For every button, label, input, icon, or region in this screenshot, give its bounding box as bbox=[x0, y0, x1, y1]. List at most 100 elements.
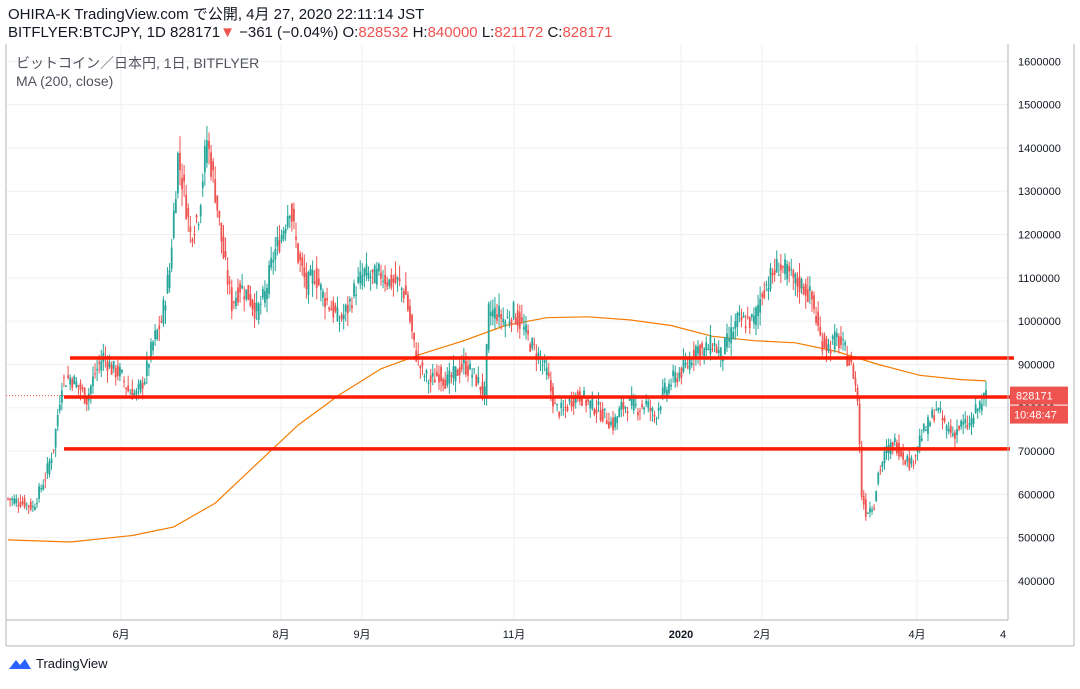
candle-body bbox=[433, 379, 436, 383]
candle-body bbox=[427, 382, 430, 384]
candle-body bbox=[313, 281, 316, 284]
candle-body bbox=[280, 235, 283, 242]
candle-body bbox=[75, 381, 78, 388]
candle-body bbox=[738, 312, 741, 316]
y-tick-label: 1100000 bbox=[1018, 273, 1060, 285]
candle-body bbox=[564, 406, 567, 408]
candle-body bbox=[788, 266, 791, 272]
candle-body bbox=[881, 462, 884, 467]
candle-body bbox=[666, 389, 668, 397]
published-date: 4月 27, 2020 22:11:14 JST bbox=[246, 6, 425, 23]
candle-body bbox=[380, 272, 382, 279]
candle-body bbox=[465, 361, 467, 375]
candle-body bbox=[724, 337, 726, 354]
candle-body bbox=[81, 387, 84, 389]
candle-body bbox=[678, 372, 681, 379]
candle-body bbox=[699, 345, 701, 359]
candle-body bbox=[790, 269, 793, 271]
candle-body bbox=[152, 341, 154, 351]
candle-body bbox=[974, 404, 977, 413]
candle-body bbox=[726, 333, 728, 348]
candle-body bbox=[52, 449, 55, 451]
candle-body bbox=[475, 375, 478, 387]
candle-body bbox=[396, 277, 399, 280]
candle-body bbox=[77, 385, 80, 387]
candle-body bbox=[114, 367, 117, 378]
site[interactable]: TradingView.com bbox=[74, 6, 189, 23]
candle-body bbox=[599, 410, 602, 421]
candle-body bbox=[431, 373, 434, 377]
candle-body bbox=[394, 274, 397, 283]
candle-body bbox=[672, 370, 675, 377]
candle-body bbox=[864, 499, 867, 517]
candle-body bbox=[792, 270, 795, 278]
drawing-layer[interactable] bbox=[64, 356, 1014, 451]
candle-body bbox=[891, 442, 894, 451]
open-label: O: bbox=[342, 24, 359, 41]
candle-body bbox=[274, 249, 277, 260]
candle-body bbox=[446, 374, 449, 386]
candle-body bbox=[510, 319, 513, 326]
candle-body bbox=[705, 342, 708, 351]
candle-body bbox=[566, 407, 569, 412]
candle-body bbox=[174, 198, 177, 214]
candle-body bbox=[69, 377, 72, 385]
candle-body bbox=[342, 314, 345, 320]
candle-body bbox=[925, 429, 927, 431]
candle-body bbox=[767, 288, 770, 292]
candle-body bbox=[413, 332, 416, 341]
candle-body bbox=[591, 397, 594, 409]
candle-body bbox=[784, 259, 786, 274]
candle-body bbox=[703, 348, 706, 356]
candle-body bbox=[777, 274, 780, 276]
candle-body bbox=[960, 420, 963, 427]
legend-title[interactable]: ビットコイン／日本円, 1日, BITFLYER bbox=[16, 55, 260, 71]
candle-body bbox=[125, 387, 128, 390]
candle-body bbox=[322, 291, 324, 298]
candle-body bbox=[7, 498, 9, 500]
candle-body bbox=[641, 403, 643, 408]
candle-body bbox=[450, 375, 453, 377]
candle-body bbox=[840, 336, 842, 345]
candle-body bbox=[765, 284, 768, 286]
candle-body bbox=[247, 285, 250, 300]
candle-body bbox=[879, 469, 882, 471]
brand[interactable]: TradingView bbox=[8, 656, 108, 671]
legend-indicator[interactable]: MA (200, close) bbox=[16, 73, 114, 89]
candle-body bbox=[871, 509, 873, 512]
candle-body bbox=[27, 505, 30, 508]
candle-body bbox=[844, 342, 847, 346]
y-tick-label: 400000 bbox=[1018, 576, 1055, 588]
candle-body bbox=[92, 376, 94, 387]
candle-body bbox=[498, 305, 500, 318]
candle-body bbox=[491, 309, 494, 317]
candle-body bbox=[266, 288, 268, 300]
candle-body bbox=[330, 308, 333, 311]
publisher[interactable]: OHIRA-K bbox=[8, 6, 71, 23]
candle-body bbox=[597, 401, 600, 405]
candle-body bbox=[709, 334, 712, 354]
candle-body bbox=[319, 284, 322, 290]
candle-body bbox=[740, 317, 743, 321]
candle-body bbox=[448, 370, 451, 384]
candle-body bbox=[645, 400, 648, 405]
candle-body bbox=[272, 260, 275, 263]
candle-body bbox=[585, 400, 587, 406]
candle-body bbox=[620, 401, 623, 410]
candle-body bbox=[819, 326, 822, 336]
candle-body bbox=[773, 270, 776, 275]
chart-header: OHIRA-K TradingView.com で公開, 4月 27, 2020… bbox=[8, 6, 613, 41]
x-tick-label: 8月 bbox=[272, 629, 289, 641]
candle-body bbox=[462, 358, 465, 364]
candle-body bbox=[686, 366, 689, 368]
candle-body bbox=[108, 362, 111, 368]
candle-body bbox=[257, 303, 260, 321]
candle-body bbox=[56, 415, 59, 427]
candle-body bbox=[755, 307, 757, 325]
candle-body bbox=[815, 315, 817, 324]
candle-body bbox=[933, 415, 936, 421]
candle-body bbox=[454, 366, 457, 382]
candle-body bbox=[249, 294, 252, 306]
